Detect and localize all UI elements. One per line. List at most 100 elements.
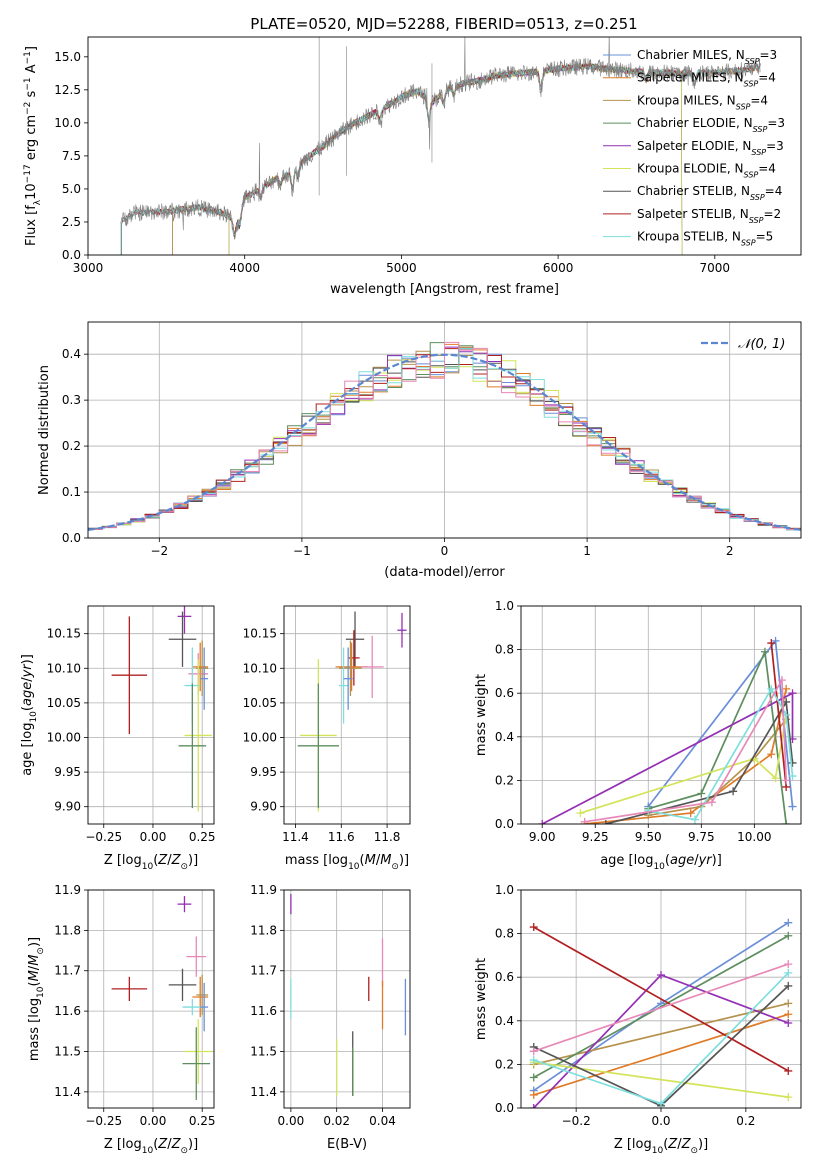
weight_vs_Z-panel: −0.2 0.0 0.2 0.0 0.2 0.4 0.6 0.8 1.0 Z [log10(Z/Z… bbox=[474, 883, 802, 1156]
weight-marker bbox=[529, 1073, 538, 1082]
spectrum-model-line bbox=[172, 62, 761, 255]
y-tick-label: 11.6 bbox=[250, 1004, 277, 1018]
x-tick-label: 0 bbox=[441, 544, 449, 558]
x-tick-label: 0.25 bbox=[189, 1114, 216, 1128]
y-tick-label: 9.95 bbox=[54, 765, 81, 779]
x-axis-label: Z [log10(Z/Z⊙)] bbox=[104, 853, 198, 872]
x-tick-label: 0.02 bbox=[323, 1114, 350, 1128]
y-tick-label: 0.4 bbox=[62, 347, 81, 361]
y-tick-label: 12.5 bbox=[54, 83, 81, 97]
y-tick-label: 11.8 bbox=[250, 923, 277, 937]
x-tick-label: −2 bbox=[150, 544, 168, 558]
x-tick-label: 3000 bbox=[73, 261, 104, 275]
y-tick-label: 11.4 bbox=[250, 1085, 277, 1099]
weight-marker bbox=[782, 684, 791, 693]
weight-series-line bbox=[648, 648, 788, 824]
axes-frame bbox=[283, 605, 411, 825]
y-tick-label: 0.6 bbox=[495, 686, 514, 700]
x-tick-label: 9.00 bbox=[529, 830, 556, 844]
x-tick-label: 0.00 bbox=[140, 1114, 167, 1128]
y-tick-label: 11.6 bbox=[54, 1004, 81, 1018]
weight-marker bbox=[788, 802, 797, 811]
y-tick-label: 10.10 bbox=[243, 661, 277, 675]
weight-marker bbox=[707, 798, 716, 807]
error-bar-point bbox=[343, 647, 353, 710]
weight-series-line bbox=[770, 643, 788, 787]
age_vs_Z-panel: −0.25 0.00 0.25 9.90 9.95 10.00 10.05 10.10 10.1… bbox=[20, 605, 216, 872]
y-tick-label: 5.0 bbox=[62, 182, 81, 196]
y-axis-label: mass weight bbox=[474, 958, 489, 1040]
x-axis-label: Z [log10(Z/Z⊙)] bbox=[104, 1137, 198, 1156]
weight-marker bbox=[576, 809, 585, 818]
weight-marker bbox=[529, 1047, 538, 1056]
weight-series-line bbox=[648, 718, 787, 817]
weight-marker bbox=[784, 960, 793, 969]
y-tick-label: 15.0 bbox=[54, 50, 81, 64]
y-tick-label: 0.4 bbox=[495, 1014, 514, 1028]
axes-frame bbox=[87, 36, 802, 256]
y-tick-label: 0.1 bbox=[62, 485, 81, 499]
y-tick-label: 0.8 bbox=[495, 643, 514, 657]
y-tick-label: 10.00 bbox=[47, 730, 81, 744]
x-axis-label: mass [log10(M/M⊙)] bbox=[285, 853, 409, 872]
y-tick-label: 10.15 bbox=[243, 627, 277, 641]
y-tick-label: 10.00 bbox=[243, 730, 277, 744]
y-tick-label: 0.0 bbox=[495, 1101, 514, 1115]
x-tick-label: 2 bbox=[726, 544, 734, 558]
x-tick-label: 0.2 bbox=[736, 1114, 755, 1128]
y-tick-label: 11.8 bbox=[54, 923, 81, 937]
x-tick-label: 5000 bbox=[386, 261, 417, 275]
weight-marker bbox=[788, 772, 797, 781]
weight-series-line bbox=[533, 926, 789, 1072]
y-axis-label: Flux [fλ10−17 erg cm−2 s−1 A−1] bbox=[23, 46, 43, 246]
error-bar-point bbox=[168, 968, 197, 1002]
weight-marker bbox=[784, 968, 793, 977]
y-axis-label: age [log10(age/yr)] bbox=[20, 654, 39, 776]
figure-title: PLATE=0520, MJD=52288, FIBERID=0513, z=0… bbox=[250, 15, 637, 33]
error-bar-point bbox=[184, 1019, 213, 1084]
y-tick-label: 0.2 bbox=[495, 773, 514, 787]
error-bar-point bbox=[184, 659, 213, 812]
weight-marker bbox=[601, 820, 610, 824]
x-tick-label: 1 bbox=[583, 544, 591, 558]
weight-marker bbox=[784, 918, 793, 927]
x-axis-label: Z [log10(Z/Z⊙)] bbox=[614, 1137, 708, 1156]
x-tick-label: 0.00 bbox=[278, 1114, 305, 1128]
x-tick-label: −1 bbox=[293, 544, 311, 558]
y-tick-label: 11.7 bbox=[54, 964, 81, 978]
error-bar-point bbox=[297, 683, 339, 809]
y-tick-label: 10.0 bbox=[54, 116, 81, 130]
error-bar-point bbox=[196, 974, 209, 1016]
error-bar-point bbox=[168, 611, 197, 667]
x-tick-label: −0.25 bbox=[85, 1114, 122, 1128]
y-tick-label: 9.90 bbox=[250, 800, 277, 814]
y-tick-label: 0.8 bbox=[495, 927, 514, 941]
weight-series-line bbox=[533, 1013, 789, 1096]
weight-series-line bbox=[584, 677, 788, 823]
x-tick-label: 9.25 bbox=[582, 830, 609, 844]
x-tick-label: 11.6 bbox=[328, 830, 355, 844]
y-tick-label: 11.5 bbox=[54, 1044, 81, 1058]
spectrum-model-line bbox=[172, 62, 761, 255]
y-tick-label: 11.9 bbox=[250, 883, 277, 897]
weight-marker bbox=[697, 789, 706, 798]
residuals-panel: −2 −1 0 1 2 0.0 0.1 0.2 0.3 0.4 (data-model)/error… bbox=[37, 321, 802, 580]
weight-marker bbox=[771, 774, 780, 783]
weight-marker bbox=[784, 1066, 793, 1075]
error-bar-point bbox=[360, 635, 384, 699]
weight-series-line bbox=[533, 963, 789, 1053]
weight-marker bbox=[529, 1104, 538, 1108]
y-tick-label: 0.6 bbox=[495, 970, 514, 984]
weight-marker bbox=[767, 750, 776, 759]
weight-marker bbox=[529, 923, 538, 932]
legend-label: Kroupa STELIB, NSSP=5 bbox=[637, 230, 773, 248]
error-bar-point bbox=[111, 976, 148, 1002]
y-tick-label: 10.05 bbox=[47, 696, 81, 710]
y-axis-label: mass [log10(M/M⊙)] bbox=[27, 937, 46, 1061]
weight-series-line bbox=[647, 638, 794, 808]
y-axis-label: mass weight bbox=[474, 674, 489, 756]
axes-frame bbox=[283, 889, 411, 1109]
x-tick-label: 9.75 bbox=[688, 830, 715, 844]
y-tick-label: 2.5 bbox=[62, 215, 81, 229]
y-tick-label: 1.0 bbox=[495, 599, 514, 613]
